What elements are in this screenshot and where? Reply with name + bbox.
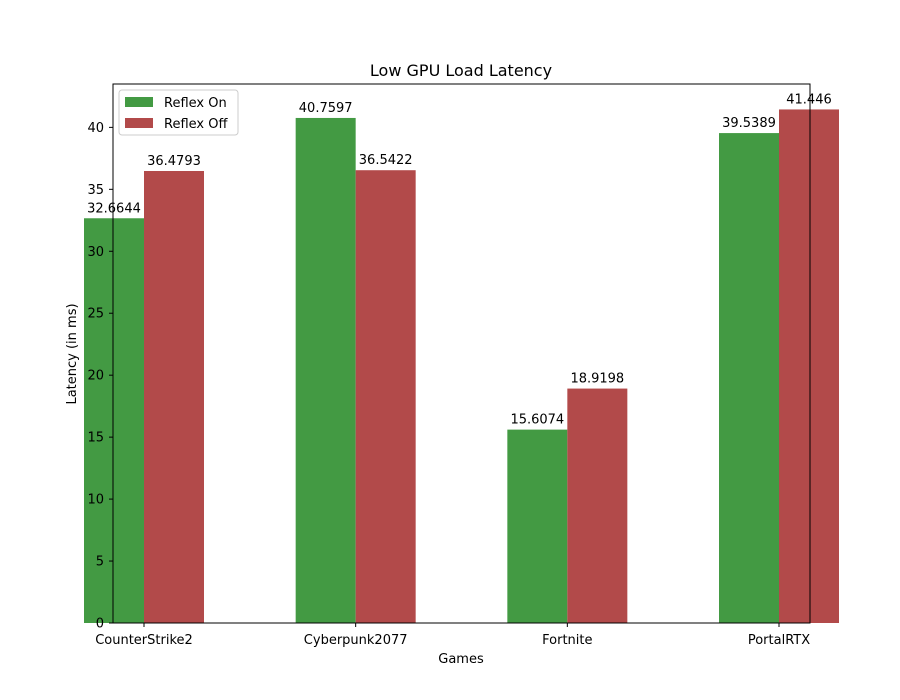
bar-reflex-on-portalrtx — [719, 133, 779, 623]
data-label-reflex-off-counterstrike2: 36.4793 — [147, 154, 201, 169]
y-tick-label: 5 — [96, 555, 104, 570]
plot-area-frame — [112, 83, 811, 624]
legend: Reflex On Reflex Off — [118, 89, 239, 136]
y-axis-ticks: 0 5 10 15 20 25 30 35 40 — [87, 121, 113, 632]
x-tick-label-counterstrike2: CounterStrike2 — [95, 633, 193, 648]
x-tick-label-cyberpunk2077: Cyberpunk2077 — [304, 633, 408, 648]
legend-label-reflex-off: Reflex Off — [164, 117, 228, 132]
bar-reflex-on-fortnite — [507, 429, 568, 623]
y-tick-label: 30 — [87, 245, 104, 260]
y-tick-label: 35 — [87, 183, 104, 198]
y-tick-label: 25 — [87, 307, 104, 322]
chart-title: Low GPU Load Latency — [370, 61, 552, 80]
data-label-reflex-on-portalrtx: 39.5389 — [722, 116, 776, 131]
x-axis-ticks: CounterStrike2 Cyberpunk2077 Fortnite Porta… — [95, 623, 810, 648]
legend-swatch-reflex-off — [125, 118, 153, 128]
y-tick-label: 10 — [87, 493, 104, 508]
y-tick-label: 0 — [96, 617, 104, 632]
x-tick-label-portalrtx: PortalRTX — [748, 633, 810, 648]
bar-reflex-on-counterstrike2 — [84, 218, 144, 624]
bars-layer — [84, 109, 839, 624]
data-label-reflex-on-counterstrike2: 32.6644 — [87, 201, 141, 216]
bar-reflex-off-fortnite — [567, 388, 628, 623]
bar-reflex-off-portalrtx — [779, 109, 839, 624]
data-label-reflex-on-cyberpunk2077: 40.7597 — [299, 101, 353, 116]
data-labels-layer: 32.6644 36.4793 40.7597 36.5422 15.6074 18.91… — [87, 92, 832, 427]
bar-reflex-off-cyberpunk2077 — [355, 170, 416, 623]
data-label-reflex-on-fortnite: 15.6074 — [510, 413, 564, 428]
y-tick-label: 40 — [87, 121, 104, 136]
legend-swatch-reflex-on — [125, 97, 153, 107]
bar-reflex-off-counterstrike2 — [144, 170, 204, 623]
data-label-reflex-off-portalrtx: 41.446 — [786, 92, 832, 107]
data-label-reflex-off-cyberpunk2077: 36.5422 — [359, 153, 413, 168]
y-tick-label: 20 — [87, 369, 104, 384]
legend-label-reflex-on: Reflex On — [164, 96, 227, 111]
x-axis-label: Games — [438, 652, 484, 667]
y-tick-label: 15 — [87, 431, 104, 446]
y-axis-label: Latency (in ms) — [65, 303, 80, 404]
data-label-reflex-off-fortnite: 18.9198 — [570, 372, 624, 387]
bar-reflex-on-cyberpunk2077 — [295, 117, 356, 623]
x-tick-label-fortnite: Fortnite — [542, 633, 592, 648]
